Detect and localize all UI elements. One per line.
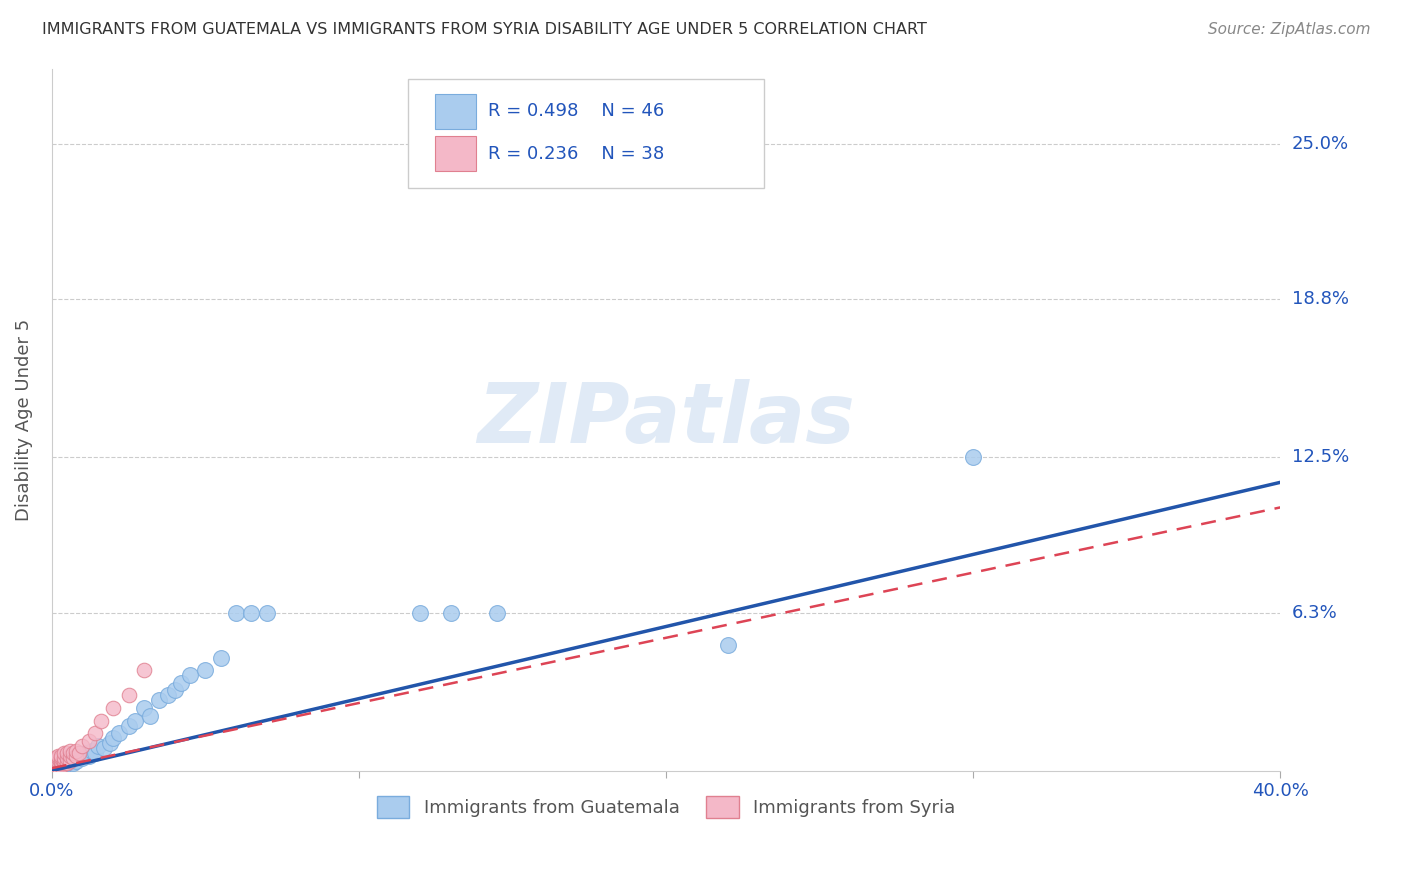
Text: R = 0.236    N = 38: R = 0.236 N = 38 (488, 145, 664, 163)
Point (44, 754, 66, 768)
Point (59, 744, 82, 758)
Legend: Immigrants from Guatemala, Immigrants from Syria: Immigrants from Guatemala, Immigrants fr… (370, 789, 963, 825)
Point (46, 758, 69, 772)
Point (46, 748, 69, 763)
Point (256, 606, 278, 620)
Point (225, 606, 247, 620)
Text: IMMIGRANTS FROM GUATEMALA VS IMMIGRANTS FROM SYRIA DISABILITY AGE UNDER 5 CORREL: IMMIGRANTS FROM GUATEMALA VS IMMIGRANTS … (42, 22, 927, 37)
Point (194, 664, 217, 678)
Point (49, 756, 72, 771)
Text: R = 0.498    N = 46: R = 0.498 N = 46 (488, 103, 664, 120)
Point (49, 751, 72, 765)
Point (49, 758, 72, 772)
Point (56, 756, 79, 771)
Text: 25.0%: 25.0% (1292, 135, 1348, 153)
Point (56, 746, 79, 760)
Point (56, 748, 79, 763)
Point (486, 606, 509, 620)
Point (90, 714, 112, 728)
Point (46, 761, 69, 775)
Point (72, 739, 94, 753)
Point (440, 606, 463, 620)
Point (117, 689, 139, 703)
Point (67, 748, 90, 763)
Point (75, 746, 97, 760)
Point (59, 754, 82, 768)
Bar (434, 94, 475, 128)
Point (179, 668, 201, 682)
Text: Source: ZipAtlas.com: Source: ZipAtlas.com (1208, 22, 1371, 37)
Point (56, 751, 79, 765)
Point (117, 718, 139, 732)
Text: 12.5%: 12.5% (1292, 448, 1348, 467)
FancyBboxPatch shape (408, 79, 765, 188)
Point (103, 701, 125, 715)
Point (65, 744, 87, 758)
Point (139, 708, 162, 723)
Point (103, 731, 125, 745)
Point (44, 756, 66, 771)
Point (62, 751, 84, 765)
Point (46, 758, 69, 772)
Point (148, 693, 170, 707)
Point (46, 756, 69, 771)
Point (77, 748, 100, 763)
Point (49, 751, 72, 765)
Text: 6.3%: 6.3% (1292, 604, 1337, 622)
Point (44, 751, 66, 765)
Point (53, 754, 76, 768)
Point (83, 746, 105, 760)
Point (62, 756, 84, 771)
Point (62, 751, 84, 765)
Point (62, 746, 84, 760)
Point (53, 751, 76, 765)
Point (59, 748, 82, 763)
Point (46, 754, 69, 768)
Point (98, 736, 121, 750)
Point (80, 744, 103, 758)
Point (72, 751, 94, 765)
Point (108, 726, 131, 740)
Point (49, 754, 72, 768)
Point (49, 761, 72, 775)
Point (44, 761, 66, 775)
Point (44, 761, 66, 775)
Point (163, 683, 186, 698)
Point (93, 741, 115, 756)
Point (87, 739, 110, 753)
Point (77, 733, 100, 747)
Point (65, 748, 87, 763)
Point (132, 701, 155, 715)
Point (53, 758, 76, 772)
Point (962, 450, 984, 465)
Point (49, 756, 72, 771)
Point (53, 754, 76, 768)
Y-axis label: Disability Age Under 5: Disability Age Under 5 (15, 318, 32, 521)
Point (132, 664, 155, 678)
Point (46, 751, 69, 765)
Bar (434, 136, 475, 171)
Point (157, 689, 180, 703)
Point (716, 638, 738, 652)
Point (46, 754, 69, 768)
Point (124, 714, 146, 728)
Point (44, 756, 66, 771)
Point (65, 754, 87, 768)
Point (209, 650, 232, 665)
Text: ZIPatlas: ZIPatlas (477, 379, 855, 460)
Point (240, 606, 263, 620)
Point (170, 676, 193, 690)
Point (53, 746, 76, 760)
Point (83, 726, 105, 740)
Point (49, 748, 72, 763)
Point (59, 754, 82, 768)
Point (53, 756, 76, 771)
Point (409, 606, 432, 620)
Text: 18.8%: 18.8% (1292, 290, 1348, 309)
Point (44, 758, 66, 772)
Point (56, 756, 79, 771)
Point (67, 746, 90, 760)
